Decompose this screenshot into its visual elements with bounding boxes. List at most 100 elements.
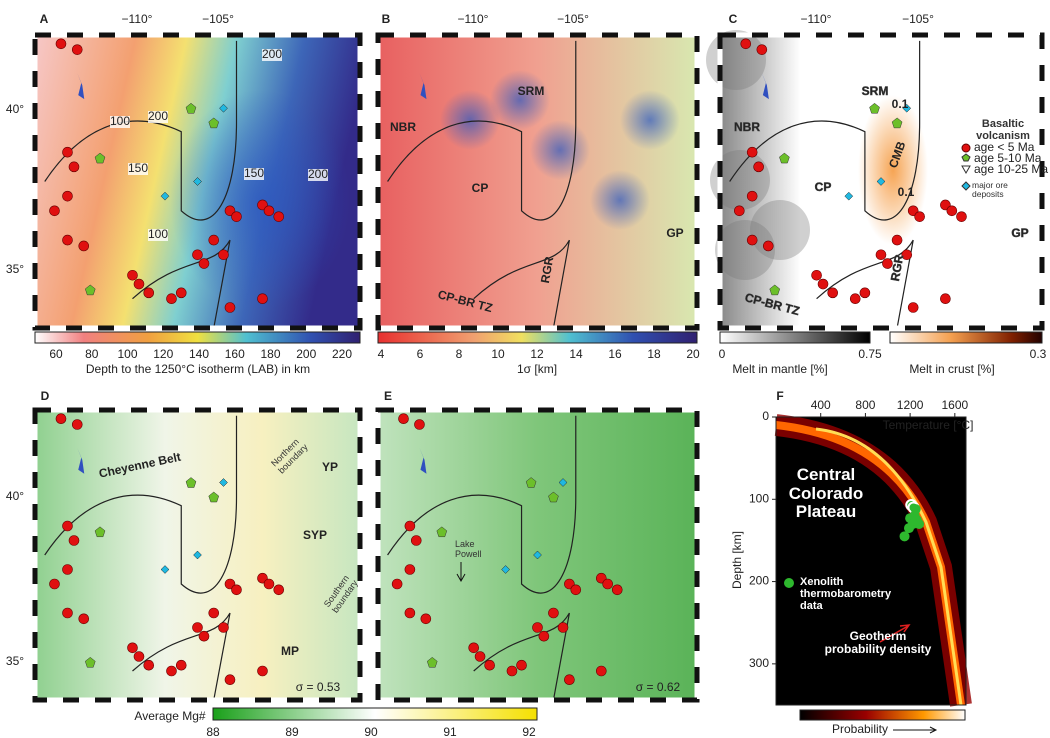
volcanic-marker — [167, 666, 177, 676]
y-tick-label: 100 — [749, 491, 769, 505]
colorbar-tick-label: 20 — [686, 347, 700, 361]
colorbar-tick-label: 0 — [719, 347, 726, 361]
y-tick-label: 300 — [749, 656, 769, 670]
volcanic-marker — [56, 414, 66, 424]
lon-tick-label: −105° — [902, 12, 934, 26]
province-label: NBR — [734, 120, 760, 134]
x-axis-label: Temperature [°C] — [883, 418, 974, 432]
colorbar-label: Average Mg# — [134, 709, 205, 723]
annotation: Central Colorado Plateau — [786, 466, 866, 522]
contour-label: 150 — [128, 161, 148, 175]
volcanic-marker — [199, 259, 209, 269]
volcanic-marker — [144, 660, 154, 670]
province-label: CP — [815, 180, 832, 194]
volcanic-marker — [548, 608, 558, 618]
legend-symbol — [784, 578, 794, 588]
volcanic-marker — [209, 235, 219, 245]
colorbar-tick-label: 80 — [85, 347, 99, 361]
lon-tick-label: −110° — [801, 12, 832, 26]
map-anomaly — [590, 170, 650, 230]
colorbar-label: Melt in crust [%] — [909, 362, 994, 376]
x-tick-label: 400 — [811, 398, 831, 412]
annotation: Geotherm probability density — [818, 630, 938, 656]
colorbar-tick-label: 160 — [225, 347, 245, 361]
volcanic-marker — [747, 235, 757, 245]
province-label: YP — [322, 460, 338, 474]
volcanic-marker — [414, 420, 424, 430]
melt-crust-zone — [858, 95, 928, 245]
contour-label: 200 — [262, 47, 282, 61]
volcanic-marker — [219, 250, 229, 260]
legend-label: major ore deposits — [972, 181, 1022, 200]
lon-tick-label: −110° — [458, 12, 489, 26]
contour-label: 150 — [244, 166, 264, 180]
data-point — [900, 531, 910, 541]
colorbar-label: Melt in mantle [%] — [732, 362, 827, 376]
province-label: MP — [281, 644, 299, 658]
panel-letter: A — [40, 12, 49, 26]
volcanic-marker — [818, 279, 828, 289]
colorbar — [800, 710, 965, 720]
volcanic-marker — [209, 608, 219, 618]
volcanic-marker — [860, 288, 870, 298]
volcanic-marker — [134, 652, 144, 662]
volcanic-marker — [828, 288, 838, 298]
x-tick-label: 1600 — [941, 398, 968, 412]
contour-label: 200 — [148, 109, 168, 123]
contour-label: 100 — [148, 227, 168, 241]
volcanic-marker — [232, 212, 242, 222]
colorbar-tick-label: 12 — [530, 347, 544, 361]
y-tick-label: 0 — [762, 409, 769, 423]
panel-letter: F — [776, 389, 783, 403]
volcanic-marker — [63, 608, 73, 618]
volcanic-marker — [264, 206, 274, 216]
lat-tick-label: 40° — [6, 489, 24, 503]
volcanic-marker — [517, 660, 527, 670]
volcanic-marker — [274, 212, 284, 222]
volcanic-marker — [63, 235, 73, 245]
colorbar-tick-label: 90 — [364, 725, 378, 738]
volcanic-marker — [232, 585, 242, 595]
lon-tick-label: −110° — [122, 12, 153, 26]
volcanic-marker — [225, 302, 235, 312]
volcanic-marker — [558, 623, 568, 633]
sigma-label: σ = 0.62 — [636, 680, 681, 694]
volcanic-marker — [405, 565, 415, 575]
contour-label: 100 — [110, 114, 130, 128]
volcanic-marker — [612, 585, 622, 595]
volcanic-marker — [176, 288, 186, 298]
place-label: Lake Powell — [455, 540, 495, 560]
volcanic-marker — [399, 414, 409, 424]
y-axis-label: Depth [km] — [730, 531, 744, 589]
colorbar-tick-label: 200 — [296, 347, 316, 361]
colorbar-tick-label: 89 — [285, 725, 299, 738]
province-label: SRM — [518, 84, 545, 98]
lon-tick-label: −105° — [557, 12, 589, 26]
volcanic-marker — [763, 241, 773, 251]
volcanic-marker — [134, 279, 144, 289]
colorbar-tick-label: 220 — [332, 347, 352, 361]
colorbar — [720, 332, 870, 343]
volcanic-marker — [63, 565, 73, 575]
colorbar-tick-label: 10 — [491, 347, 505, 361]
colorbar-tick-label: 60 — [49, 347, 63, 361]
volcanic-marker — [596, 666, 606, 676]
volcanic-marker — [264, 579, 274, 589]
colorbar-tick-label: 92 — [522, 725, 536, 738]
province-label: CP — [472, 181, 489, 195]
volcanic-marker — [69, 162, 79, 172]
volcanic-marker — [72, 45, 82, 55]
x-tick-label: 800 — [855, 398, 875, 412]
volcanic-marker — [947, 206, 957, 216]
volcanic-marker — [485, 660, 495, 670]
volcanic-marker — [128, 270, 138, 280]
colorbar-tick-label: 8 — [456, 347, 463, 361]
province-label: SYP — [303, 528, 327, 542]
map-anomaly — [530, 120, 590, 180]
colorbar-tick-label: 18 — [647, 347, 661, 361]
colorbar-label: 1σ [km] — [517, 362, 557, 376]
volcanic-marker — [915, 212, 925, 222]
province-label: 0.1 — [898, 185, 915, 199]
map-anomaly — [440, 90, 500, 150]
volcanic-marker — [507, 666, 517, 676]
